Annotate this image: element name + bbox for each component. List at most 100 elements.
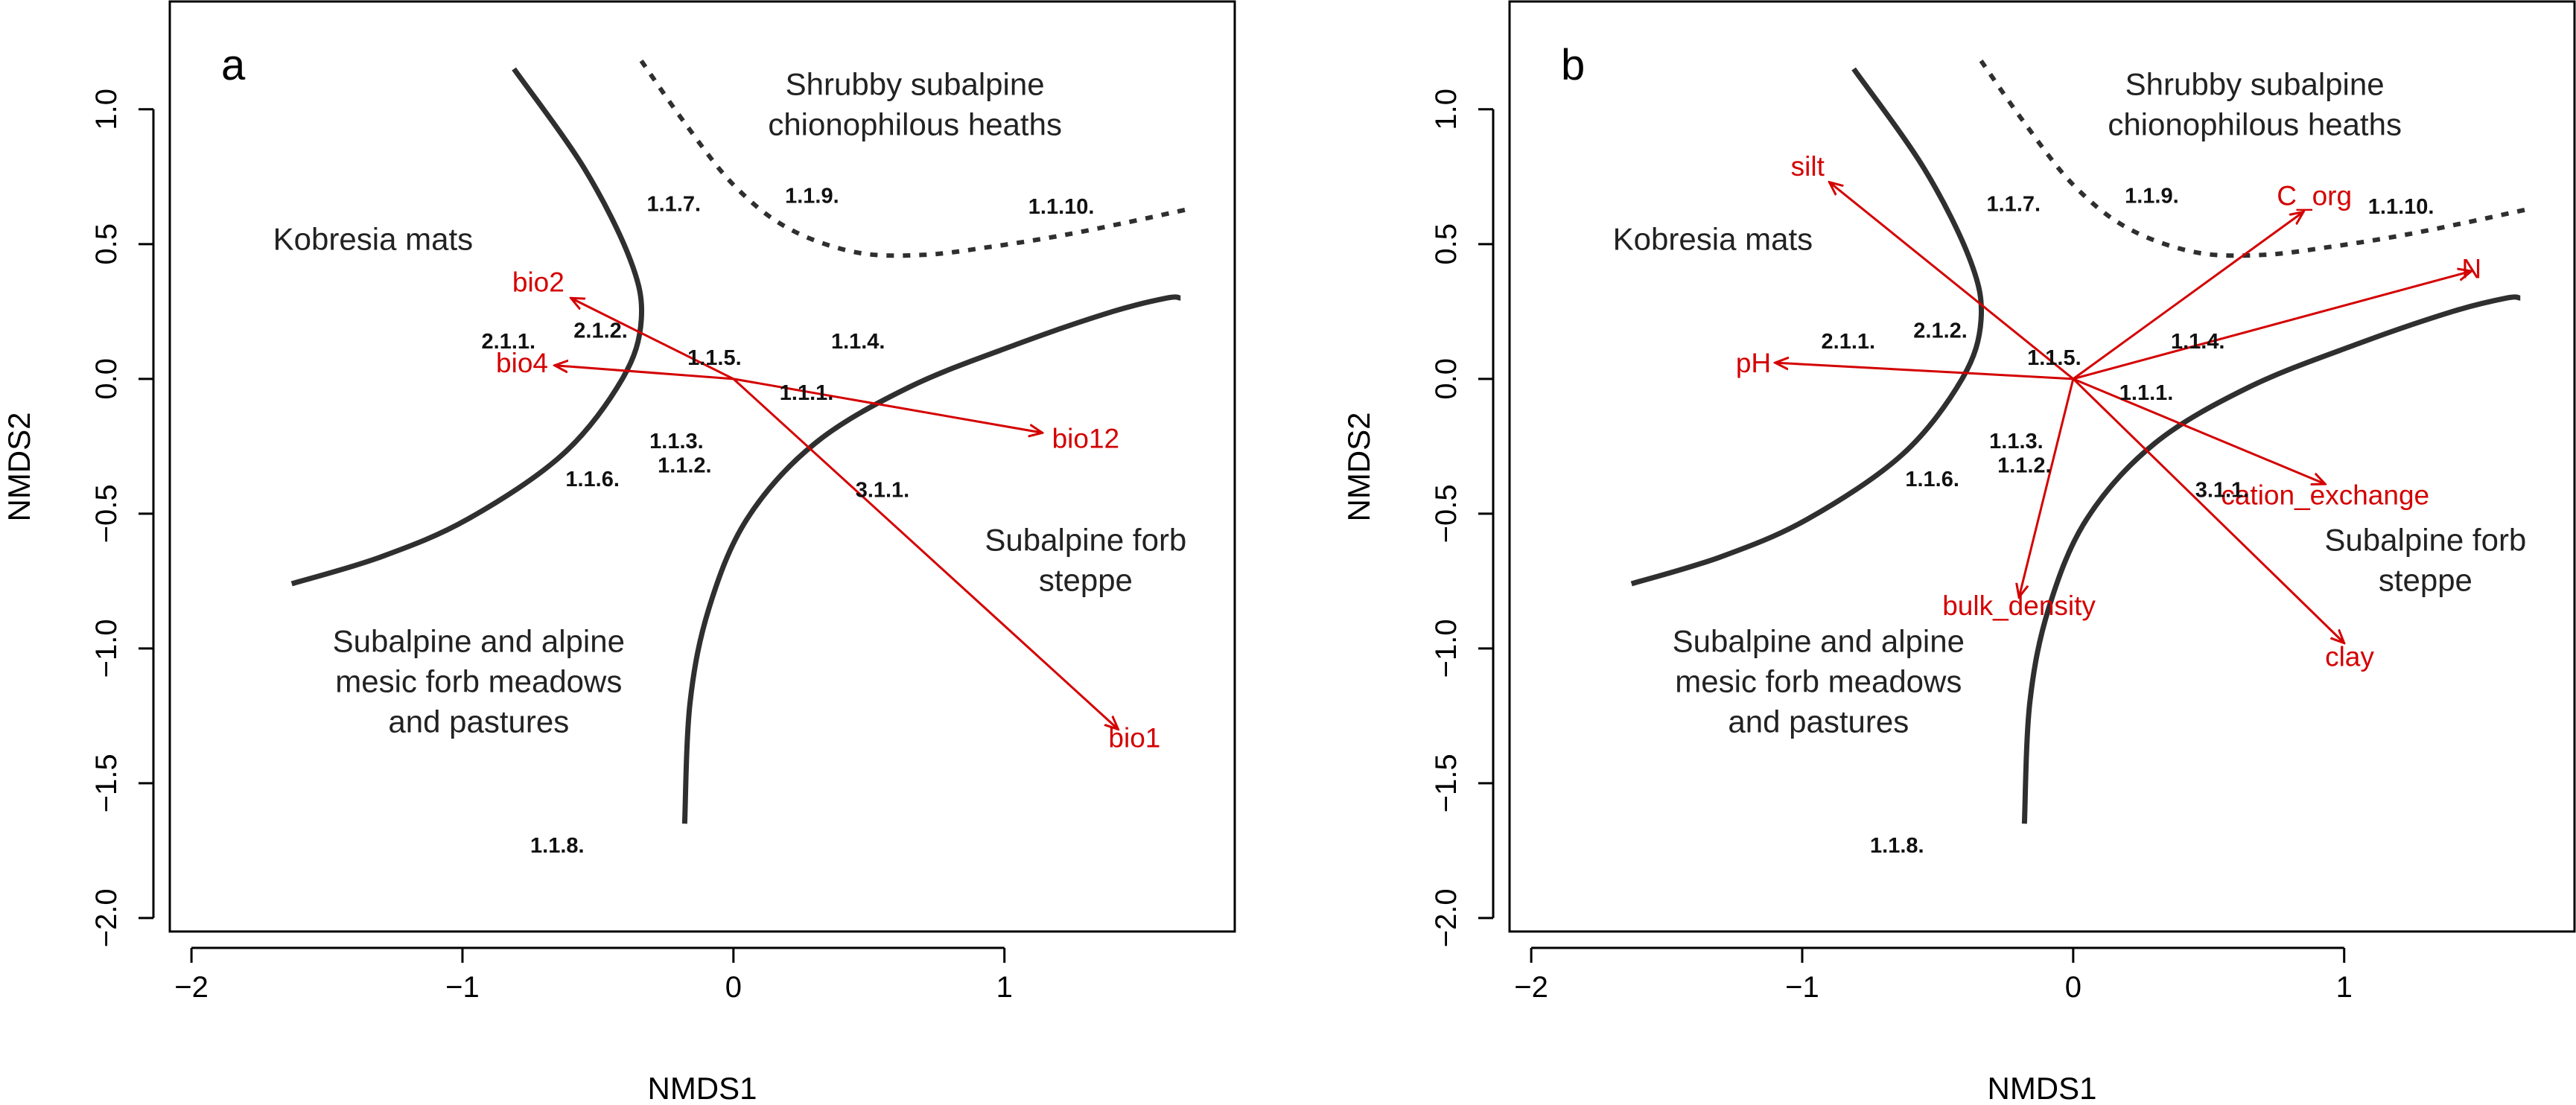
boundary-solid [290, 67, 645, 587]
y-axis-label: NMDS2 [1, 412, 36, 521]
y-tick-label: 0.0 [90, 358, 123, 400]
point-label: 1.1.6. [1905, 468, 1959, 491]
region-label-line: chionophilous heaths [768, 107, 1062, 142]
y-axis-label: NMDS2 [1341, 412, 1376, 521]
point-label: 3.1.1. [856, 478, 910, 502]
panel-b: b NMDS1 NMDS2 −2 −1 0 1 −2.0 −1.5 −1.0 −0.5 0.0 0… [1341, 0, 2576, 1105]
region-label-line: and pastures [388, 704, 569, 739]
point-label: 1.1.8. [1870, 834, 1924, 858]
point-label: 2.1.2. [1913, 319, 1968, 343]
region-label-line: Subalpine forb [2324, 522, 2526, 557]
x-axis-label: NMDS1 [1987, 1071, 2096, 1101]
vector-arrow [1829, 182, 2074, 380]
vector-arrow [733, 378, 1043, 433]
region-label: Kobresia mats [1613, 222, 1813, 257]
region-label: Subalpine and alpine mesic forb meadows an… [1673, 623, 1965, 739]
vector-arrow [732, 378, 1119, 730]
y-tick-label: −1.5 [90, 754, 123, 812]
y-axis: −2.0 −1.5 −1.0 −0.5 0.0 0.5 1.0 [90, 89, 155, 947]
vector-label: bio12 [1052, 423, 1120, 453]
y-tick-label: −1.5 [1430, 754, 1463, 812]
region-label-line: Shrubby subalpine [786, 67, 1045, 102]
region-label-line: Kobresia mats [273, 222, 473, 257]
point-label: 1.1.1. [2119, 381, 2174, 405]
point-label: 1.1.4. [831, 330, 885, 354]
point-label: 1.1.7. [1987, 193, 2041, 217]
point-label: 1.1.5. [687, 346, 742, 370]
x-tick-label: −1 [445, 971, 480, 1004]
region-label-line: Kobresia mats [1613, 222, 1813, 257]
vector-arrow [571, 298, 734, 380]
vector-arrow [2073, 378, 2325, 484]
x-axis-label: NMDS1 [647, 1071, 757, 1101]
x-tick-label: 0 [725, 971, 742, 1004]
region-label-line: steppe [2379, 562, 2472, 597]
point-label: 1.1.2. [1997, 454, 2052, 478]
point-label: 1.1.1. [780, 381, 834, 405]
region-label-line: and pastures [1728, 704, 1909, 739]
region-label: Subalpine forb steppe [985, 522, 1186, 597]
point-label: 2.1.1. [1822, 330, 1876, 354]
x-axis: −2 −1 0 1 [1514, 946, 2353, 1004]
point-label: 1.1.5. [2027, 346, 2082, 370]
x-axis: −2 −1 0 1 [174, 946, 1013, 1004]
panel-label: b [1561, 41, 1585, 89]
region-label: Subalpine and alpine mesic forb meadows an… [333, 623, 625, 739]
point-label: 2.1.1. [482, 330, 536, 354]
vector-label: bio4 [496, 348, 548, 378]
vector-arrow [1775, 363, 2073, 380]
region-label-line: Subalpine and alpine [1673, 623, 1965, 658]
y-tick-label: 0.5 [90, 223, 123, 265]
y-tick-label: 0.0 [1430, 358, 1463, 400]
y-tick-label: 1.0 [90, 89, 123, 130]
x-tick-label: −2 [174, 971, 209, 1004]
boundary-solid [681, 294, 1181, 824]
boundary-solid [2021, 294, 2521, 824]
region-label: Shrubby subalpine chionophilous heaths [768, 67, 1062, 142]
region-label-line: Shrubby subalpine [2125, 67, 2385, 102]
plot-frame [168, 0, 1236, 933]
panel-a: a NMDS1 NMDS2 −2 −1 0 1 −2.0 −1.5 −1.0 −0.5 0.0 0… [1, 0, 1236, 1105]
vector-label: clay [2325, 642, 2374, 672]
vector-label: cation_exchange [2221, 480, 2429, 511]
point-label: 1.1.9. [785, 185, 839, 208]
y-tick-label: −0.5 [90, 484, 123, 543]
region-label-line: steppe [1039, 562, 1133, 597]
region-label-line: Subalpine and alpine [333, 623, 625, 658]
region-label: Subalpine forb steppe [2324, 522, 2526, 597]
point-label: 1.1.10. [1028, 195, 1095, 219]
y-tick-label: −0.5 [1430, 484, 1463, 543]
vector-arrow [2072, 211, 2303, 380]
x-tick-label: 1 [2336, 971, 2353, 1004]
y-tick-label: −1.0 [1430, 619, 1463, 678]
point-label: 1.1.6. [565, 468, 620, 491]
vector-arrow [2072, 378, 2344, 643]
y-axis: −2.0 −1.5 −1.0 −0.5 0.0 0.5 1.0 [1430, 89, 1495, 947]
point-label: 3.1.1. [2195, 478, 2250, 502]
x-tick-label: 1 [996, 971, 1013, 1004]
vector-label: bio2 [512, 267, 565, 298]
vector-label: silt [1791, 151, 1825, 182]
y-tick-label: −1.0 [90, 619, 123, 678]
y-tick-label: −2.0 [90, 888, 123, 947]
point-label: 1.1.8. [530, 834, 585, 858]
vector-arrow [555, 366, 734, 380]
region-label-line: mesic forb meadows [335, 663, 622, 698]
y-tick-label: 0.5 [1430, 223, 1463, 265]
point-label: 1.1.4. [2171, 330, 2225, 354]
point-label: 1.1.3. [1989, 430, 2044, 453]
panel-label: a [221, 41, 246, 89]
region-label: Shrubby subalpine chionophilous heaths [2108, 67, 2402, 142]
point-label: 1.1.9. [2125, 185, 2179, 208]
x-tick-label: −2 [1514, 971, 1548, 1004]
region-label-line: chionophilous heaths [2108, 107, 2402, 142]
boundary-solid [1630, 67, 1985, 587]
vector-label: pH [1736, 348, 1771, 378]
vector-arrow [2073, 271, 2472, 380]
y-tick-label: 1.0 [1430, 89, 1463, 130]
plot-frame [1508, 0, 2576, 933]
vector-label: C_org [2277, 181, 2352, 211]
region-label-line: Subalpine forb [985, 522, 1186, 557]
